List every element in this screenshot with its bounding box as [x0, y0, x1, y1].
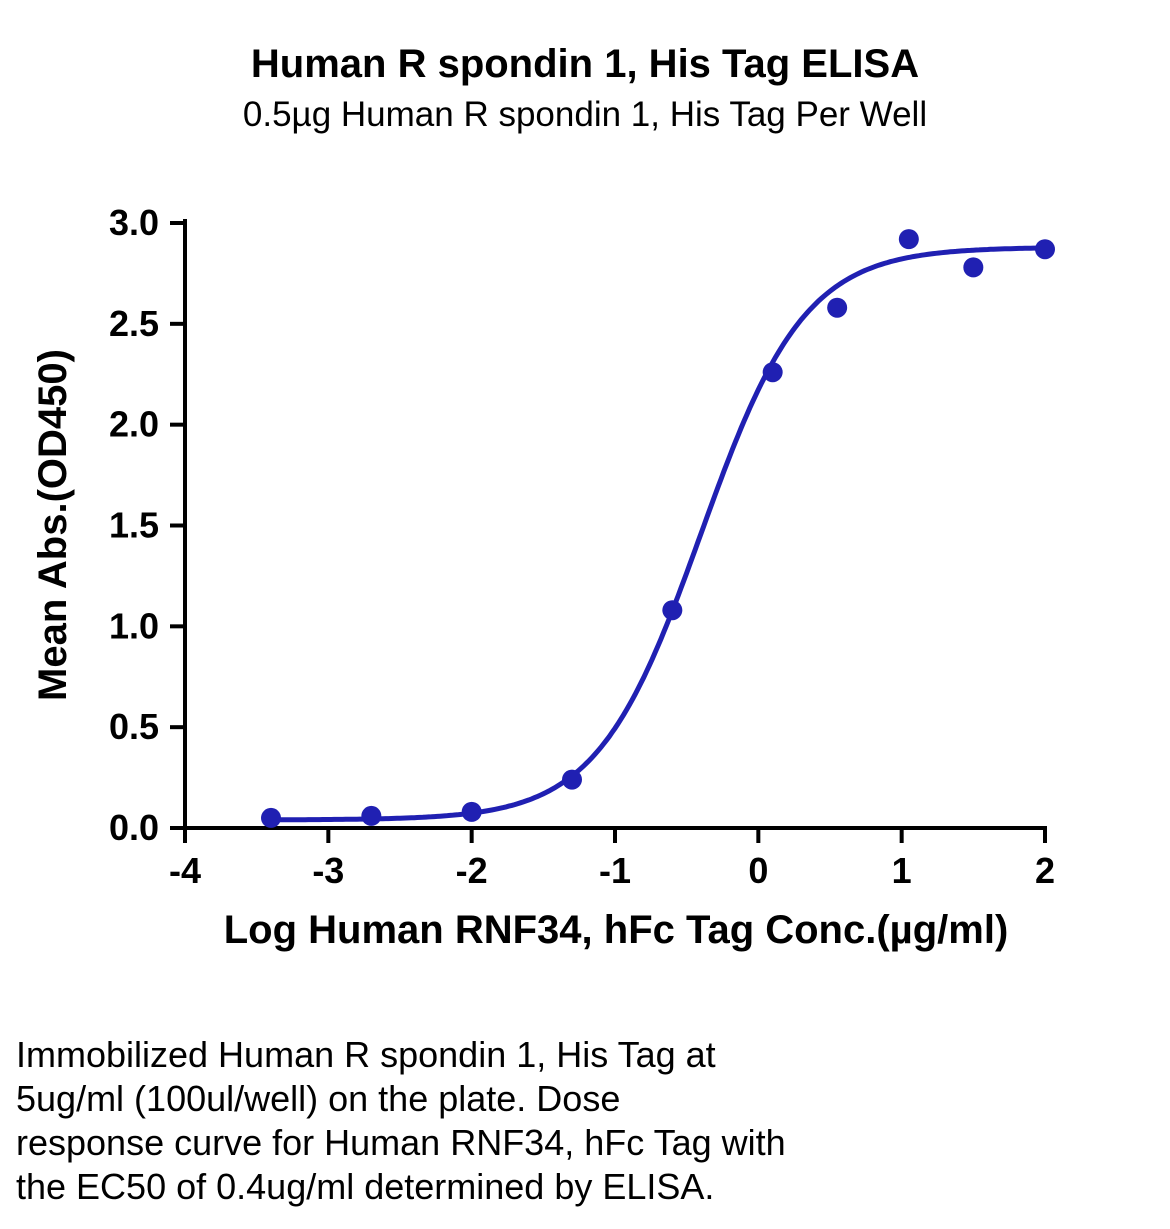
figure-caption: Immobilized Human R spondin 1, His Tag a… [16, 1033, 1152, 1209]
x-tick-label: 0 [748, 850, 768, 891]
data-point [963, 257, 984, 278]
caption-line: response curve for Human RNF34, hFc Tag … [16, 1121, 786, 1163]
x-tick-label: 2 [1035, 850, 1055, 891]
y-axis-label: Mean Abs.(OD450) [31, 349, 75, 701]
data-point [261, 807, 281, 828]
data-point [662, 600, 683, 621]
y-tick-label: 2.0 [109, 404, 159, 445]
fit-curve [268, 245, 1048, 823]
data-point [898, 229, 919, 250]
x-tick-label: 1 [892, 850, 912, 891]
y-tick-label: 2.5 [109, 303, 159, 344]
data-point [1035, 239, 1055, 260]
x-axis-ticks: -4 -3 -2 -1 0 1 2 [169, 828, 1055, 891]
x-tick-label: -1 [599, 850, 631, 891]
chart-subtitle: 0.5µg Human R spondin 1, His Tag Per Wel… [242, 95, 928, 134]
y-tick-label: 3.0 [109, 202, 159, 243]
x-tick-label: -3 [312, 850, 344, 891]
caption-line: 5ug/ml (100ul/well) on the plate. Dose [16, 1077, 621, 1119]
caption-line: the EC50 of 0.4ug/ml determined by ELISA… [16, 1165, 715, 1207]
dose-response-plot: 0.0 0.5 1.0 1.5 2.0 2.5 3.0 -4 -3 -2 -1 0 1 2 Log Hu… [31, 202, 1055, 952]
data-point [827, 297, 848, 318]
y-axis-ticks: 0.0 0.5 1.0 1.5 2.0 2.5 3.0 [109, 202, 185, 848]
data-point [762, 362, 783, 383]
data-point [562, 769, 582, 790]
y-tick-label: 0.0 [109, 807, 159, 848]
title-block: Human R spondin 1, His Tag ELISA 0.5µg H… [0, 0, 1170, 135]
data-point [461, 801, 482, 822]
chart-title: Human R spondin 1, His Tag ELISA [250, 42, 920, 86]
y-tick-label: 0.5 [109, 706, 159, 747]
x-tick-label: -4 [169, 850, 201, 891]
caption-line: Immobilized Human R spondin 1, His Tag a… [16, 1034, 716, 1075]
x-axis-label: Log Human RNF34, hFc Tag Conc.(µg/ml) [224, 908, 1009, 952]
x-tick-label: -2 [456, 850, 488, 891]
data-points [261, 229, 1055, 828]
y-tick-label: 1.0 [109, 605, 159, 646]
y-tick-label: 1.5 [109, 505, 159, 546]
data-point [361, 805, 382, 826]
